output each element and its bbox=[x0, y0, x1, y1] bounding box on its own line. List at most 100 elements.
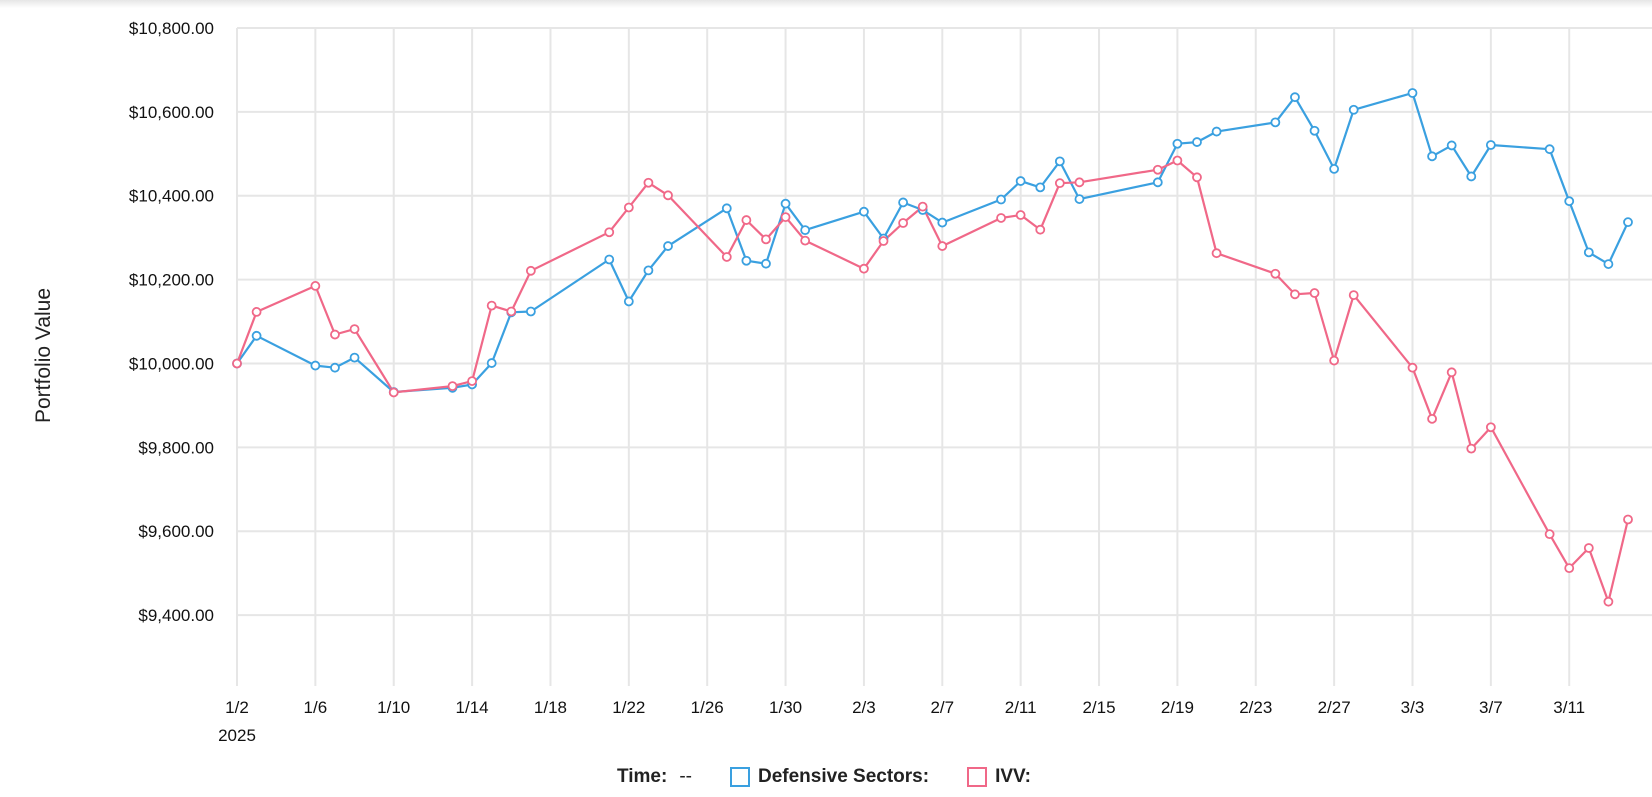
data-point-defensive-sectors[interactable] bbox=[1211, 126, 1222, 137]
data-point-defensive-sectors[interactable] bbox=[1348, 104, 1359, 115]
data-point-ivv[interactable] bbox=[232, 358, 242, 369]
data-point-defensive-sectors[interactable] bbox=[996, 194, 1006, 205]
x-tick-label: 3/7 bbox=[1479, 698, 1503, 717]
data-point-ivv[interactable] bbox=[859, 263, 869, 274]
data-point-ivv[interactable] bbox=[349, 324, 360, 334]
data-point-ivv[interactable] bbox=[1035, 224, 1046, 235]
data-point-defensive-sectors[interactable] bbox=[310, 360, 321, 371]
legend-item-defensive-sectors[interactable]: Defensive Sectors: bbox=[730, 766, 929, 788]
data-point-defensive-sectors[interactable] bbox=[1485, 140, 1496, 150]
data-point-ivv[interactable] bbox=[623, 202, 634, 213]
data-point-ivv[interactable] bbox=[643, 177, 654, 188]
data-point-ivv[interactable] bbox=[898, 218, 909, 228]
data-point-ivv[interactable] bbox=[1074, 177, 1085, 188]
data-point-defensive-sectors[interactable] bbox=[1564, 196, 1575, 207]
legend-label-defensive-sectors: Defensive Sectors: bbox=[758, 766, 930, 787]
data-point-ivv[interactable] bbox=[1466, 443, 1477, 454]
data-point-ivv[interactable] bbox=[1015, 210, 1026, 220]
data-point-defensive-sectors[interactable] bbox=[721, 203, 732, 214]
data-point-ivv[interactable] bbox=[917, 201, 928, 212]
data-point-defensive-sectors[interactable] bbox=[1309, 125, 1320, 136]
line-chart[interactable]: $9,400.00 $9,600.00 $9,800.00 $10,000.00 $10… bbox=[0, 0, 1652, 760]
data-point-defensive-sectors[interactable] bbox=[349, 352, 360, 363]
data-point-defensive-sectors[interactable] bbox=[1466, 171, 1477, 182]
data-point-ivv[interactable] bbox=[1211, 248, 1222, 259]
data-point-ivv[interactable] bbox=[1603, 596, 1614, 607]
data-point-defensive-sectors[interactable] bbox=[486, 358, 497, 368]
data-point-defensive-sectors[interactable] bbox=[525, 306, 536, 317]
data-point-ivv[interactable] bbox=[1544, 529, 1555, 540]
data-point-ivv[interactable] bbox=[1290, 289, 1300, 300]
data-point-defensive-sectors[interactable] bbox=[937, 217, 948, 228]
data-point-ivv[interactable] bbox=[1329, 355, 1340, 366]
data-point-defensive-sectors[interactable] bbox=[1192, 137, 1202, 147]
data-point-defensive-sectors[interactable] bbox=[1446, 140, 1457, 151]
data-point-ivv[interactable] bbox=[1427, 413, 1437, 424]
data-point-ivv[interactable] bbox=[1054, 178, 1065, 189]
data-point-ivv[interactable] bbox=[1485, 422, 1496, 433]
data-point-defensive-sectors[interactable] bbox=[1172, 138, 1183, 149]
data-point-ivv[interactable] bbox=[506, 306, 517, 317]
data-point-defensive-sectors[interactable] bbox=[1583, 247, 1594, 258]
data-point-ivv[interactable] bbox=[878, 236, 889, 246]
data-point-ivv[interactable] bbox=[1192, 172, 1202, 183]
data-point-defensive-sectors[interactable] bbox=[604, 254, 615, 265]
data-point-defensive-sectors[interactable] bbox=[859, 206, 869, 217]
data-point-ivv[interactable] bbox=[1407, 362, 1418, 373]
data-point-defensive-sectors[interactable] bbox=[1035, 182, 1046, 193]
data-point-ivv[interactable] bbox=[1583, 543, 1594, 553]
data-point-ivv[interactable] bbox=[996, 213, 1006, 223]
data-point-ivv[interactable] bbox=[310, 281, 321, 291]
data-point-ivv[interactable] bbox=[1623, 514, 1633, 525]
data-point-ivv[interactable] bbox=[1348, 290, 1359, 301]
data-point-defensive-sectors[interactable] bbox=[1329, 164, 1340, 174]
data-point-ivv[interactable] bbox=[604, 227, 615, 238]
data-point-ivv[interactable] bbox=[780, 212, 791, 223]
data-point-defensive-sectors[interactable] bbox=[1544, 144, 1555, 155]
data-point-defensive-sectors[interactable] bbox=[741, 255, 752, 266]
data-point-ivv[interactable] bbox=[1446, 367, 1457, 378]
data-point-ivv[interactable] bbox=[447, 381, 458, 392]
data-point-ivv[interactable] bbox=[761, 234, 771, 245]
data-point-ivv[interactable] bbox=[388, 387, 399, 398]
data-point-ivv[interactable] bbox=[741, 215, 752, 225]
data-point-ivv[interactable] bbox=[525, 265, 536, 276]
data-point-defensive-sectors[interactable] bbox=[1427, 151, 1437, 162]
x-tick-year-label: 2025 bbox=[218, 726, 256, 745]
data-point-ivv[interactable] bbox=[1270, 268, 1281, 279]
data-point-defensive-sectors[interactable] bbox=[780, 198, 791, 209]
data-point-defensive-sectors[interactable] bbox=[330, 362, 340, 373]
data-point-ivv[interactable] bbox=[663, 190, 673, 201]
data-point-ivv[interactable] bbox=[1564, 563, 1575, 574]
data-point-ivv[interactable] bbox=[1152, 164, 1163, 175]
data-point-defensive-sectors[interactable] bbox=[643, 265, 654, 276]
data-point-ivv[interactable] bbox=[800, 235, 811, 246]
x-tick-label: 1/6 bbox=[304, 698, 328, 717]
legend-item-ivv[interactable]: IVV: bbox=[967, 766, 1031, 788]
data-point-defensive-sectors[interactable] bbox=[800, 225, 811, 236]
data-point-defensive-sectors[interactable] bbox=[1270, 117, 1281, 128]
data-point-ivv[interactable] bbox=[251, 307, 262, 317]
data-point-defensive-sectors[interactable] bbox=[1290, 92, 1300, 103]
data-point-defensive-sectors[interactable] bbox=[761, 258, 771, 269]
data-point-ivv[interactable] bbox=[1309, 288, 1320, 298]
data-point-ivv[interactable] bbox=[330, 329, 340, 340]
data-point-defensive-sectors[interactable] bbox=[623, 296, 634, 307]
data-point-defensive-sectors[interactable] bbox=[1074, 194, 1085, 204]
data-point-defensive-sectors[interactable] bbox=[1407, 88, 1418, 98]
data-point-defensive-sectors[interactable] bbox=[1152, 177, 1163, 188]
series-points[interactable] bbox=[232, 88, 1633, 607]
data-point-defensive-sectors[interactable] bbox=[1054, 156, 1065, 167]
data-point-ivv[interactable] bbox=[1172, 155, 1183, 166]
data-point-ivv[interactable] bbox=[937, 241, 948, 251]
x-axis-ticks: 1/2 2025 1/6 1/10 1/14 1/18 1/22 1/26 1/30 2/3 2/7… bbox=[218, 698, 1585, 745]
data-point-defensive-sectors[interactable] bbox=[1015, 176, 1026, 186]
data-point-defensive-sectors[interactable] bbox=[1603, 259, 1614, 269]
data-point-defensive-sectors[interactable] bbox=[663, 241, 673, 251]
data-point-ivv[interactable] bbox=[467, 376, 477, 386]
data-point-defensive-sectors[interactable] bbox=[898, 197, 909, 208]
data-point-ivv[interactable] bbox=[721, 252, 732, 262]
data-point-defensive-sectors[interactable] bbox=[1623, 217, 1633, 228]
data-point-ivv[interactable] bbox=[486, 300, 497, 311]
data-point-defensive-sectors[interactable] bbox=[251, 330, 262, 341]
